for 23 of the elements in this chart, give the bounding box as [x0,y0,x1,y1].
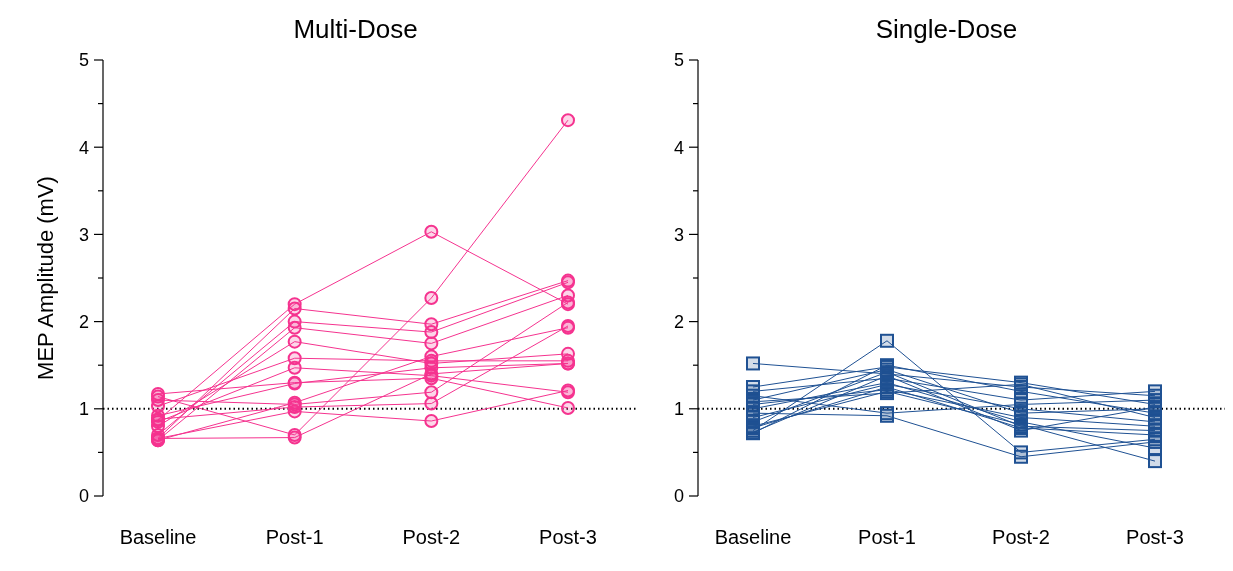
y-tick-label: 1 [673,399,684,420]
x-tick-label: Post-2 [992,526,1050,548]
y-tick-label: 1 [78,399,89,420]
y-tick-label: 0 [673,486,684,507]
x-tick-label: Baseline [714,526,792,548]
x-tick-label: Baseline [119,526,197,548]
x-tick-label: Post-3 [539,526,597,548]
y-tick-label: 4 [78,137,89,158]
y-axis-title: MEP Amplitude (mV) [33,176,58,380]
y-tick-label: 5 [673,50,684,71]
chart-title: Single-Dose [875,14,1018,44]
y-tick-label: 3 [673,224,684,245]
x-tick-label: Post-1 [858,526,916,548]
x-tick-label: Post-1 [265,526,324,548]
x-tick-label: Post-2 [402,526,461,548]
y-tick-label: 3 [78,224,89,245]
y-tick-label: 4 [673,137,684,158]
chart-title: Multi-Dose [293,14,418,44]
y-tick-label: 5 [78,50,89,71]
y-tick-label: 2 [673,311,684,332]
y-tick-label: 2 [78,311,89,332]
y-tick-label: 0 [78,486,89,507]
x-tick-label: Post-3 [1126,526,1184,548]
